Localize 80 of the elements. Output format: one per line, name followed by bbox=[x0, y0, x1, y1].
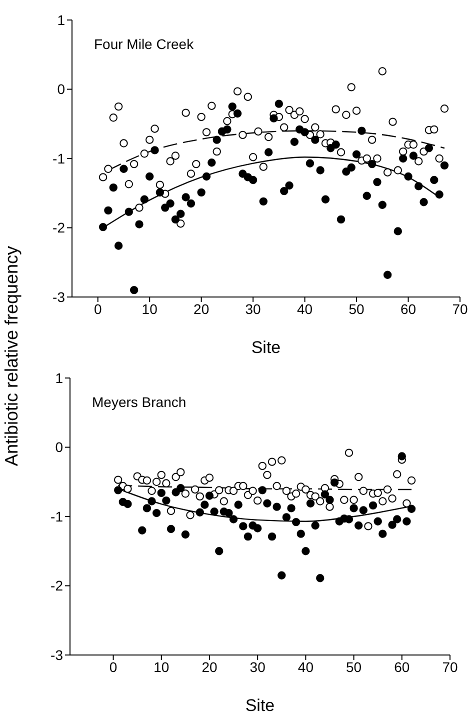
point bbox=[392, 515, 402, 524]
point bbox=[407, 504, 416, 513]
point bbox=[320, 490, 330, 498]
y-tick-label: -3 bbox=[52, 288, 66, 305]
point bbox=[196, 508, 204, 516]
point bbox=[268, 532, 276, 541]
point bbox=[350, 504, 358, 512]
point bbox=[368, 501, 378, 510]
point bbox=[302, 547, 310, 556]
point bbox=[311, 521, 320, 530]
point bbox=[200, 500, 209, 509]
y-tick-label: -2 bbox=[50, 578, 64, 594]
point bbox=[205, 492, 214, 500]
text: Four Mile Creek bbox=[94, 36, 194, 52]
point bbox=[253, 524, 262, 532]
y-tick-label: -3 bbox=[50, 646, 64, 663]
point bbox=[388, 520, 396, 529]
point bbox=[234, 500, 242, 509]
point bbox=[306, 499, 315, 508]
y-tick-label: -1 bbox=[50, 508, 64, 524]
y-tick-label: 1 bbox=[55, 370, 64, 386]
point bbox=[330, 478, 339, 487]
x-tick-label: 50 bbox=[348, 300, 365, 317]
point bbox=[124, 500, 132, 508]
point bbox=[374, 517, 382, 526]
point bbox=[229, 515, 238, 524]
point bbox=[398, 452, 406, 460]
point bbox=[142, 504, 152, 512]
point bbox=[152, 508, 161, 518]
x-tick-label: 40 bbox=[297, 300, 313, 317]
point bbox=[287, 504, 296, 512]
x-tick-label: 60 bbox=[394, 658, 410, 675]
y-tick-label: -1 bbox=[52, 150, 66, 166]
point bbox=[292, 518, 300, 526]
point bbox=[176, 484, 185, 492]
x-tick-label: 40 bbox=[298, 658, 314, 675]
point bbox=[166, 524, 176, 534]
x-tick-label: 70 bbox=[452, 300, 468, 317]
x-axis-title: Site bbox=[245, 696, 275, 713]
y-axis-title: Antibiotic relative frequency bbox=[2, 246, 22, 466]
x-tick-label: 50 bbox=[346, 658, 362, 675]
y-tick-label: 0 bbox=[57, 81, 66, 98]
point bbox=[354, 521, 363, 530]
point bbox=[378, 530, 387, 538]
point bbox=[263, 499, 272, 508]
x-tick-label: 30 bbox=[245, 300, 262, 317]
x-tick-label: 20 bbox=[194, 300, 210, 317]
point bbox=[239, 522, 248, 530]
point bbox=[114, 486, 122, 494]
point bbox=[296, 530, 305, 538]
point bbox=[282, 513, 291, 522]
point bbox=[210, 508, 218, 516]
point bbox=[272, 502, 281, 511]
point bbox=[157, 488, 166, 498]
point bbox=[326, 496, 334, 504]
x-axis-title: Site bbox=[251, 338, 281, 357]
point bbox=[215, 547, 224, 556]
point bbox=[162, 496, 170, 505]
x-tick-label: 30 bbox=[250, 658, 266, 675]
point bbox=[181, 530, 190, 539]
x-tick-label: 0 bbox=[109, 658, 118, 675]
y-tick-label: 0 bbox=[55, 439, 64, 456]
point bbox=[244, 532, 252, 541]
point bbox=[316, 574, 324, 582]
x-tick-label: 10 bbox=[154, 658, 170, 675]
point bbox=[359, 506, 368, 514]
x-tick-label: 10 bbox=[142, 300, 158, 317]
y-tick-label: 1 bbox=[57, 12, 66, 28]
point bbox=[402, 517, 411, 526]
point bbox=[258, 486, 267, 494]
x-tick-label: 0 bbox=[94, 300, 102, 317]
x-tick-label: 60 bbox=[400, 300, 416, 317]
point bbox=[148, 497, 156, 506]
y-tick-label: -2 bbox=[52, 220, 66, 236]
point bbox=[224, 508, 233, 518]
point bbox=[278, 571, 286, 580]
text: Meyers Branch bbox=[92, 394, 186, 410]
x-tick-label: 20 bbox=[202, 658, 218, 675]
point bbox=[138, 526, 146, 534]
x-tick-label: 70 bbox=[442, 658, 458, 675]
